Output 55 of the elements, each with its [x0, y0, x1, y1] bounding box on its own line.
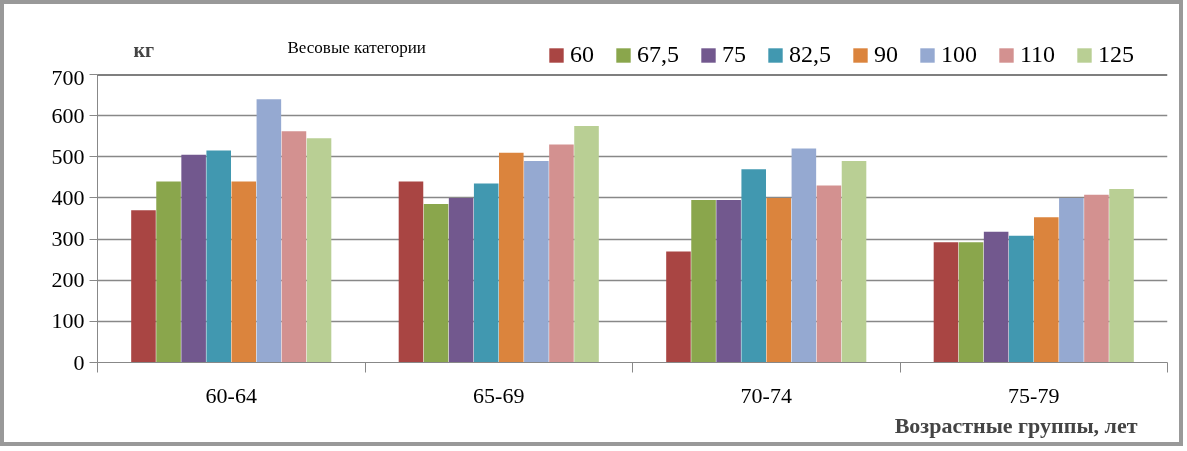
legend-label: 75: [722, 41, 746, 68]
legend-label: 100: [941, 41, 977, 68]
bar: [791, 148, 817, 363]
bar: [131, 210, 156, 363]
y-tick-label: 100: [51, 308, 85, 334]
bar: [524, 160, 549, 363]
bar: [741, 169, 766, 363]
bar: [1034, 217, 1059, 363]
bar: [983, 231, 1009, 363]
bar: [1084, 194, 1109, 363]
bar: [206, 150, 231, 363]
x-axis-title: Возрастные группы, лет: [894, 412, 1138, 438]
bar: [841, 160, 867, 363]
y-axis-title: кг: [133, 38, 155, 61]
y-tick-label: 600: [51, 102, 85, 128]
legend-label: 110: [1020, 41, 1056, 68]
x-tick-label: 75-79: [1008, 382, 1060, 408]
bar: [306, 138, 332, 363]
bar: [1109, 188, 1134, 363]
bar: [549, 144, 574, 363]
bar: [423, 204, 449, 363]
y-tick-label: 700: [51, 64, 85, 90]
bar: [766, 197, 792, 363]
bar: [281, 131, 307, 363]
legend-label: 125: [1098, 41, 1135, 68]
bar: [574, 125, 599, 363]
legend-title: Весовые категории: [287, 37, 426, 57]
y-tick-label: 0: [73, 349, 85, 375]
bar: [398, 181, 424, 363]
y-tick-label: 400: [51, 184, 85, 210]
y-tick-label: 500: [51, 143, 85, 169]
legend-label: 60: [570, 41, 594, 68]
legend-label: 82,5: [789, 41, 831, 68]
bar: [958, 242, 984, 363]
x-tick-label: 60-64: [205, 382, 257, 408]
y-tick-label: 300: [51, 226, 85, 252]
legend-label: 67,5: [637, 41, 679, 68]
bar: [691, 199, 716, 363]
x-tick-label: 70-74: [740, 382, 792, 408]
bar: [156, 181, 181, 363]
y-tick-label: 200: [51, 267, 85, 293]
bar: [716, 199, 741, 363]
bar: [499, 152, 524, 363]
bar: [933, 242, 959, 363]
bar: [181, 154, 206, 363]
bar: [448, 197, 474, 363]
bar: [666, 251, 691, 363]
bar: [1008, 235, 1034, 363]
bar: [256, 99, 282, 363]
bar: [816, 185, 842, 363]
bar: [1059, 197, 1084, 363]
x-tick-label: 65-69: [473, 382, 525, 408]
legend-label: 90: [874, 41, 898, 68]
bar: [473, 183, 499, 363]
bar: [231, 181, 257, 363]
